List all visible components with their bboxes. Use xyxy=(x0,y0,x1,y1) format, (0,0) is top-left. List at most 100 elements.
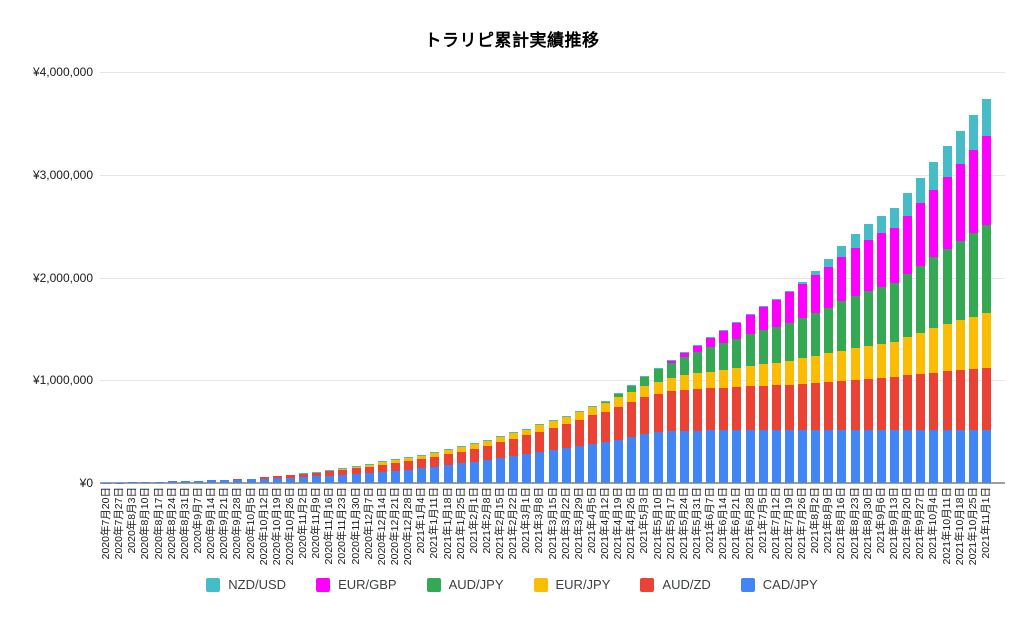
bar-segment-aud-zd[interactable] xyxy=(259,477,269,479)
bar-segment-cad-jpy[interactable] xyxy=(798,429,808,483)
bar-segment-aud-zd[interactable] xyxy=(364,466,374,473)
bar-segment-cad-jpy[interactable] xyxy=(890,429,899,483)
bar-segment-aud-jpy[interactable] xyxy=(850,295,860,349)
bar-segment-eur-gbp[interactable] xyxy=(798,283,808,318)
bar-segment-cad-jpy[interactable] xyxy=(496,457,506,483)
bar-segment-nzd-usd[interactable] xyxy=(338,467,348,469)
bar-segment-aud-zd[interactable] xyxy=(522,435,532,455)
bar-segment-eur-jpy[interactable] xyxy=(535,425,545,432)
bar-segment-aud-jpy[interactable] xyxy=(968,232,978,317)
bar-column[interactable] xyxy=(627,72,637,483)
bar-segment-cad-jpy[interactable] xyxy=(653,432,663,483)
bar-segment-nzd-usd[interactable] xyxy=(784,291,794,293)
bar-segment-aud-zd[interactable] xyxy=(968,368,978,430)
bar-segment-eur-jpy[interactable] xyxy=(981,312,991,368)
bar-segment-cad-jpy[interactable] xyxy=(312,476,322,483)
bar-segment-eur-jpy[interactable] xyxy=(614,397,624,407)
bar-segment-nzd-usd[interactable] xyxy=(666,360,676,362)
bar-segment-cad-jpy[interactable] xyxy=(509,456,519,483)
bar-segment-aud-zd[interactable] xyxy=(706,388,716,431)
bar-segment-nzd-usd[interactable] xyxy=(719,329,729,331)
bar-segment-eur-jpy[interactable] xyxy=(443,450,453,455)
bar-segment-nzd-usd[interactable] xyxy=(482,439,492,441)
bar-column[interactable] xyxy=(443,72,453,483)
bar-segment-aud-jpy[interactable] xyxy=(745,334,755,367)
bar-segment-aud-zd[interactable] xyxy=(824,382,834,430)
bar-segment-aud-jpy[interactable] xyxy=(693,351,703,374)
bar-segment-cad-jpy[interactable] xyxy=(535,452,545,483)
bar-segment-cad-jpy[interactable] xyxy=(390,470,400,483)
bar-column[interactable] xyxy=(115,72,125,483)
bar-segment-nzd-usd[interactable] xyxy=(745,313,755,315)
bar-segment-eur-jpy[interactable] xyxy=(640,385,650,397)
bar-segment-cad-jpy[interactable] xyxy=(758,430,768,483)
bar-segment-aud-zd[interactable] xyxy=(601,411,611,443)
bar-segment-nzd-usd[interactable] xyxy=(574,410,584,412)
bar-segment-nzd-usd[interactable] xyxy=(351,465,361,467)
bar-segment-nzd-usd[interactable] xyxy=(312,471,322,473)
bar-segment-cad-jpy[interactable] xyxy=(259,478,269,483)
bar-segment-aud-jpy[interactable] xyxy=(732,338,742,369)
bar-segment-aud-jpy[interactable] xyxy=(666,363,676,379)
bar-segment-cad-jpy[interactable] xyxy=(929,429,939,483)
bar-segment-cad-jpy[interactable] xyxy=(220,480,230,483)
bar-column[interactable] xyxy=(863,72,873,483)
bar-segment-nzd-usd[interactable] xyxy=(496,435,506,437)
bar-segment-eur-gbp[interactable] xyxy=(916,202,926,266)
legend-item-aud-zd[interactable]: AUD/ZD xyxy=(640,577,711,593)
bar-segment-cad-jpy[interactable] xyxy=(443,465,453,483)
bar-segment-aud-zd[interactable] xyxy=(876,377,886,430)
bar-segment-nzd-usd[interactable] xyxy=(955,130,965,164)
bar-segment-aud-zd[interactable] xyxy=(285,475,295,478)
bar-segment-aud-zd[interactable] xyxy=(574,419,584,447)
bar-segment-cad-jpy[interactable] xyxy=(666,431,676,483)
bar-segment-eur-gbp[interactable] xyxy=(771,299,781,327)
bar-column[interactable] xyxy=(338,72,348,483)
bar-segment-aud-zd[interactable] xyxy=(246,478,256,480)
bar-segment-eur-jpy[interactable] xyxy=(758,364,768,386)
bar-segment-eur-jpy[interactable] xyxy=(863,346,873,379)
bar-segment-cad-jpy[interactable] xyxy=(430,466,440,483)
bar-segment-aud-jpy[interactable] xyxy=(981,224,991,313)
bar-segment-aud-zd[interactable] xyxy=(548,427,558,451)
bar-segment-nzd-usd[interactable] xyxy=(679,352,689,354)
bar-column[interactable] xyxy=(285,72,295,483)
bar-column[interactable] xyxy=(404,72,414,483)
bar-segment-cad-jpy[interactable] xyxy=(903,429,913,483)
bar-segment-aud-zd[interactable] xyxy=(784,384,794,430)
bar-segment-cad-jpy[interactable] xyxy=(811,429,821,483)
bar-segment-eur-jpy[interactable] xyxy=(916,332,926,374)
bar-segment-aud-zd[interactable] xyxy=(272,476,282,479)
bar-column[interactable] xyxy=(837,72,847,483)
bar-segment-aud-jpy[interactable] xyxy=(614,394,624,398)
bar-column[interactable] xyxy=(167,72,177,483)
bar-column[interactable] xyxy=(745,72,755,483)
bar-segment-nzd-usd[interactable] xyxy=(601,400,611,402)
bar-column[interactable] xyxy=(811,72,821,483)
bar-column[interactable] xyxy=(482,72,492,483)
bar-column[interactable] xyxy=(456,72,466,483)
bar-segment-eur-jpy[interactable] xyxy=(522,429,532,436)
bar-segment-nzd-usd[interactable] xyxy=(614,393,624,395)
bar-segment-eur-jpy[interactable] xyxy=(496,436,506,443)
bar-column[interactable] xyxy=(679,72,689,483)
bar-column[interactable] xyxy=(154,72,164,483)
bar-segment-nzd-usd[interactable] xyxy=(456,446,466,448)
bar-segment-aud-jpy[interactable] xyxy=(706,347,716,372)
bar-segment-eur-jpy[interactable] xyxy=(574,411,584,420)
bar-column[interactable] xyxy=(693,72,703,483)
bar-segment-nzd-usd[interactable] xyxy=(903,193,913,216)
bar-segment-nzd-usd[interactable] xyxy=(443,449,453,451)
bar-segment-nzd-usd[interactable] xyxy=(509,432,519,434)
bar-segment-eur-gbp[interactable] xyxy=(666,361,676,364)
bar-segment-aud-jpy[interactable] xyxy=(601,401,611,403)
bar-segment-cad-jpy[interactable] xyxy=(207,480,217,483)
bar-column[interactable] xyxy=(574,72,584,483)
bar-segment-eur-gbp[interactable] xyxy=(784,292,794,323)
bar-segment-aud-jpy[interactable] xyxy=(719,343,729,370)
bar-segment-cad-jpy[interactable] xyxy=(548,450,558,483)
bar-segment-cad-jpy[interactable] xyxy=(456,463,466,483)
bar-column[interactable] xyxy=(548,72,558,483)
bar-segment-aud-zd[interactable] xyxy=(929,372,939,430)
bar-segment-nzd-usd[interactable] xyxy=(929,162,939,190)
